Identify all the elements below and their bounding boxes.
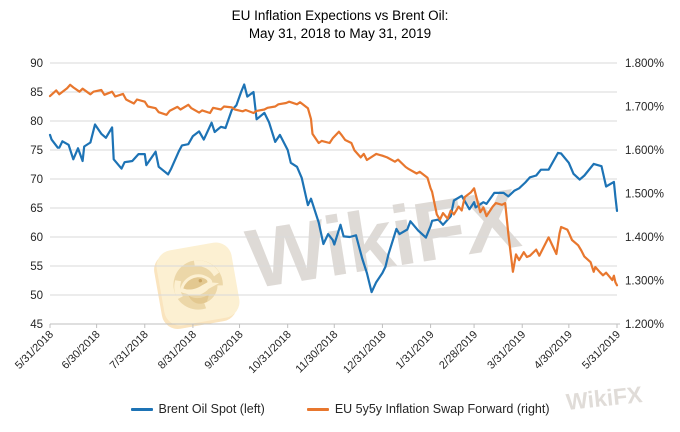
right-axis-label: 1.700% (625, 102, 664, 114)
legend-item-brent: Brent Oil Spot (left) (130, 402, 265, 416)
left-axis-label: 55 (30, 261, 43, 273)
legend-label-brent: Brent Oil Spot (left) (158, 402, 265, 416)
x-axis-label-group: 4/30/2019 (532, 329, 575, 372)
wikifx-eagle-emblem (173, 260, 224, 310)
right-axis-label: 1.500% (625, 189, 664, 201)
x-axis-label-group: 11/30/2018 (294, 329, 341, 376)
chart-legend: Brent Oil Spot (left) EU 5y5y Inflation … (0, 402, 680, 416)
right-axis-label: 1.200% (625, 319, 664, 331)
x-axis-label: 4/30/2019 (532, 329, 575, 372)
right-axis-label: 1.300% (625, 276, 664, 288)
right-axis-label: 1.400% (625, 232, 664, 244)
x-axis-label: 6/30/2018 (60, 329, 103, 372)
chart-title: EU Inflation Expections vs Brent Oil: Ma… (0, 7, 680, 43)
left-axis-label: 70 (30, 174, 43, 186)
x-axis-label-group: 5/31/2019 (580, 329, 623, 372)
x-axis-label-group: 5/31/2018 (13, 329, 56, 372)
legend-swatch-brent (130, 407, 153, 411)
x-axis-label: 8/31/2018 (156, 329, 199, 372)
wikifx-eagle-logo-icon (153, 239, 243, 329)
x-axis-label-group: 3/31/2019 (485, 329, 528, 372)
x-axis-label: 11/30/2018 (294, 329, 341, 376)
x-axis-label: 3/31/2019 (485, 329, 528, 372)
inflation-swap-line (48, 83, 619, 287)
x-axis-label: 9/30/2018 (203, 329, 246, 372)
x-axis-label: 12/31/2018 (341, 329, 388, 376)
left-axis-label: 85 (30, 87, 43, 99)
x-axis-label: 1/31/2019 (394, 329, 437, 372)
x-axis-label-group: 10/31/2018 (246, 329, 293, 376)
legend-swatch-inflation (306, 407, 329, 411)
chart-title-line1: EU Inflation Expections vs Brent Oil: (231, 8, 449, 23)
left-axis-label: 80 (30, 116, 43, 128)
left-axis-label: 60 (30, 232, 43, 244)
x-axis-label-group: 2/28/2019 (437, 329, 480, 372)
left-axis-label: 75 (30, 145, 43, 157)
x-axis-label-group: 1/31/2019 (394, 329, 437, 372)
left-axis-label: 65 (30, 203, 43, 215)
x-axis-label-group: 8/31/2018 (156, 329, 199, 372)
left-axis-label: 90 (30, 58, 43, 70)
legend-label-inflation: EU 5y5y Inflation Swap Forward (right) (334, 402, 550, 416)
x-axis-label: 10/31/2018 (246, 329, 293, 376)
x-axis-label: 5/31/2018 (13, 329, 56, 372)
x-axis-label: 2/28/2019 (437, 329, 480, 372)
left-axis-label: 50 (30, 290, 43, 302)
chart-title-line2: May 31, 2018 to May 31, 2019 (248, 26, 432, 41)
right-axis-label: 1.600% (625, 145, 664, 157)
brent-oil-line (48, 83, 619, 294)
x-axis-label-group: 6/30/2018 (60, 329, 103, 372)
x-axis-label-group: 9/30/2018 (203, 329, 246, 372)
right-axis-label: 1.800% (625, 58, 664, 70)
x-axis-label-group: 12/31/2018 (341, 329, 388, 376)
legend-item-inflation: EU 5y5y Inflation Swap Forward (right) (306, 402, 550, 416)
x-axis-label: 5/31/2019 (580, 329, 623, 372)
x-axis-label-group: 7/31/2018 (108, 329, 151, 372)
left-axis-label: 45 (30, 319, 43, 331)
x-axis-label: 7/31/2018 (108, 329, 151, 372)
